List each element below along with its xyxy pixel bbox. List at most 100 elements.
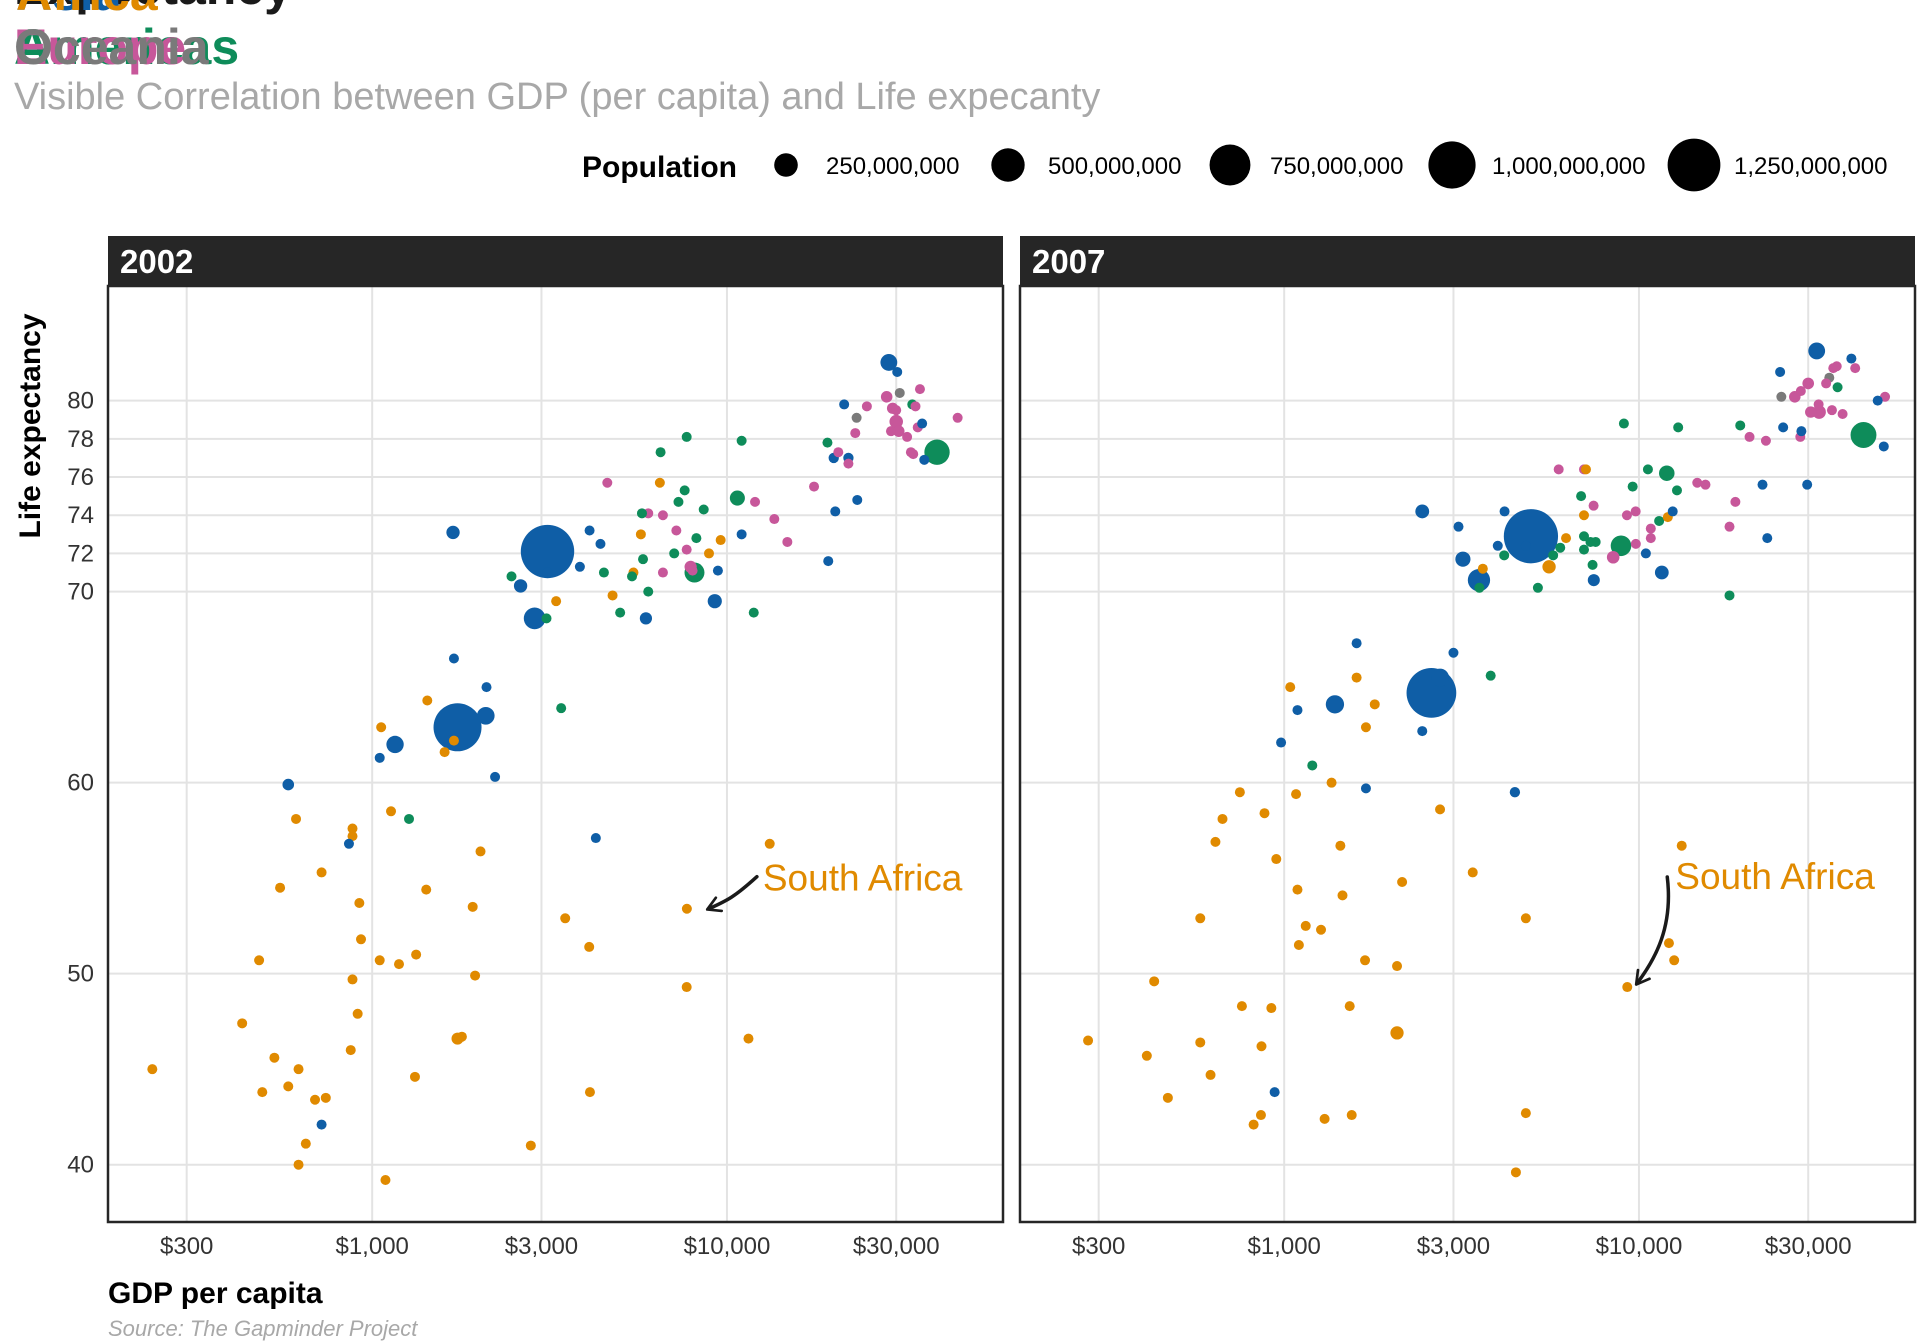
legend-label-5: 1,250,000,000 (1734, 153, 1887, 180)
data-point-europe (885, 426, 896, 437)
data-point-africa (1149, 976, 1160, 987)
data-point-europe (892, 425, 905, 437)
data-point-africa (352, 1008, 363, 1019)
data-point-europe (889, 414, 903, 429)
data-point-africa (380, 1174, 391, 1185)
legend-label-4: 1,000,000,000 (1492, 153, 1645, 180)
data-point-europe (910, 401, 921, 412)
y-tick-label: 78 (67, 426, 94, 453)
data-point-africa (1195, 913, 1206, 924)
data-point-africa (467, 901, 478, 912)
data-point-americas (636, 508, 647, 519)
panel-strip-label: 2007 (1032, 243, 1105, 280)
title-word-americas: Americas (14, 19, 239, 75)
data-point-americas (615, 607, 626, 618)
data-point-europe (833, 447, 844, 458)
x-tick-label: $3,000 (505, 1233, 578, 1260)
data-point-africa (1083, 1035, 1094, 1046)
data-point-americas (1735, 420, 1746, 431)
data-point-africa (293, 1159, 304, 1170)
data-point-asia (374, 752, 385, 763)
panel-strip (108, 236, 1003, 286)
y-tick-label: 60 (67, 770, 94, 797)
data-point-americas (924, 439, 950, 465)
data-point-americas (673, 496, 684, 507)
data-point-europe (687, 565, 698, 576)
data-point-americas (556, 703, 567, 714)
data-point-europe (914, 384, 925, 395)
data-point-asia (707, 594, 722, 609)
data-point-africa (1622, 982, 1633, 993)
data-point-africa (635, 529, 646, 540)
data-point-americas (1610, 535, 1632, 557)
data-point-africa (584, 1087, 595, 1098)
data-point-africa (422, 695, 433, 706)
x-tick-label: $10,000 (1596, 1233, 1683, 1260)
data-point-asia (1492, 540, 1503, 551)
data-point-asia (880, 353, 898, 371)
legend-key-2 (991, 148, 1025, 182)
data-point-europe (905, 447, 916, 458)
data-point-africa (1580, 464, 1591, 475)
y-tick-label: 76 (67, 464, 94, 491)
data-point-asia (476, 706, 495, 725)
data-point-asia (1667, 506, 1678, 517)
data-point-asia (852, 494, 863, 505)
data-point-africa (354, 897, 365, 908)
data-point-asia (448, 653, 459, 664)
data-point-africa (1337, 890, 1348, 901)
data-point-europe (1630, 506, 1641, 517)
data-point-europe (1802, 377, 1815, 390)
data-point-europe (880, 391, 893, 403)
data-point-americas (1307, 760, 1318, 771)
data-point-africa (254, 955, 265, 966)
data-point-africa (316, 867, 327, 878)
data-point-africa (237, 1018, 248, 1029)
data-point-africa (764, 838, 775, 849)
data-point-europe (1730, 496, 1741, 507)
data-point-americas (1618, 418, 1629, 429)
data-point-europe (891, 405, 902, 416)
y-axis-title: Life expectancy (14, 313, 47, 538)
data-point-americas (679, 485, 690, 496)
data-point-africa (293, 1064, 304, 1075)
data-point-africa (347, 831, 358, 842)
data-point-africa (1346, 1110, 1357, 1121)
data-point-africa (1291, 789, 1302, 800)
data-point-africa (1510, 1167, 1521, 1178)
data-point-europe (1805, 406, 1817, 418)
data-point-africa (715, 535, 726, 546)
data-point-asia (1654, 565, 1669, 580)
data-point-africa (1316, 924, 1327, 935)
data-point-europe (809, 481, 820, 492)
data-point-europe (1837, 408, 1848, 419)
data-point-africa (681, 982, 692, 993)
data-point-africa (1162, 1092, 1173, 1103)
data-point-africa (269, 1052, 280, 1063)
data-point-americas (627, 571, 638, 582)
data-point-europe (1744, 431, 1755, 442)
data-point-americas (598, 567, 609, 578)
data-point-africa (1351, 672, 1362, 683)
data-point-africa (1195, 1037, 1206, 1048)
x-tick-label: $30,000 (1765, 1233, 1852, 1260)
data-point-americas (1671, 485, 1682, 496)
data-point-africa (1435, 804, 1446, 815)
data-point-africa (475, 846, 486, 857)
points (1083, 342, 1891, 1178)
data-point-africa (456, 1031, 467, 1042)
data-point-africa (411, 949, 422, 960)
data-point-africa (1520, 1108, 1531, 1119)
data-point-asia (1509, 787, 1521, 798)
data-point-europe (602, 477, 613, 488)
data-point-americas (748, 607, 759, 618)
x-tick-label: $1,000 (1247, 1233, 1320, 1260)
data-point-asia (919, 454, 930, 465)
data-point-asia (1587, 574, 1600, 587)
data-point-europe (1724, 521, 1735, 532)
data-point-africa (448, 735, 459, 746)
data-point-europe (861, 401, 872, 412)
data-point-asia (1640, 548, 1651, 559)
data-point-africa (607, 590, 618, 601)
data-point-africa (374, 955, 385, 966)
